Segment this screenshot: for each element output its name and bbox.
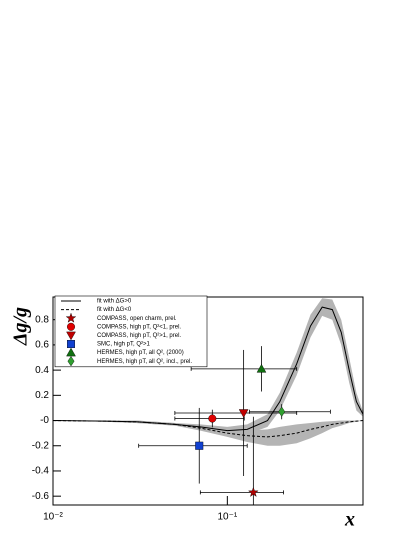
legend-marker — [67, 356, 75, 367]
y-tick-label: -0 — [40, 415, 49, 426]
error-band — [53, 420, 363, 446]
y-tick-label: 0.2 — [35, 390, 49, 401]
x-tick-label: 10⁻¹ — [217, 512, 237, 523]
y-tick-label: 0.4 — [35, 365, 49, 376]
legend-label: COMPASS, open charm, prel. — [97, 316, 177, 322]
x-tick-label: 10⁻² — [43, 512, 63, 523]
legend-box — [54, 295, 208, 368]
data-point — [248, 486, 259, 497]
y-axis-label: Δg/g — [10, 307, 32, 346]
y-tick-label: -0.6 — [32, 491, 50, 502]
y-tick-label: 0.6 — [35, 340, 49, 351]
data-point — [195, 441, 204, 450]
data-point — [278, 406, 286, 417]
legend-marker — [65, 312, 77, 323]
plot-frame — [52, 296, 364, 506]
legend-marker — [66, 322, 75, 331]
legend-label: HERMES, high pT, all Q², (2000) — [97, 350, 184, 356]
fit-line — [52, 306, 364, 432]
data-point — [208, 414, 217, 423]
y-tick-label: -0.4 — [32, 466, 50, 477]
legend: fit with ΔG>0 fit with ΔG<0 COMPASS, open … — [54, 295, 208, 368]
x-axis-label: x — [344, 509, 355, 531]
legend-label: fit with ΔG<0 — [97, 307, 132, 313]
legend-label: COMPASS, high pT, Q²>1, prel. — [97, 333, 181, 339]
data-point — [238, 409, 249, 418]
y-tick-label: -0.2 — [32, 440, 50, 451]
legend-marker — [66, 331, 76, 341]
legend-label: fit with ΔG>0 — [97, 299, 132, 305]
legend-label: SMC, high pT, Q²>1 — [97, 342, 151, 348]
y-tick-label: 0.8 — [35, 314, 49, 325]
legend-label: COMPASS, high pT, Q²<1, prel. — [97, 324, 181, 330]
legend-marker — [66, 340, 75, 349]
data-point — [256, 363, 267, 373]
legend-label: HERMES, high pT, all Q², incl., prel. — [97, 359, 192, 365]
fit-line — [52, 420, 364, 438]
